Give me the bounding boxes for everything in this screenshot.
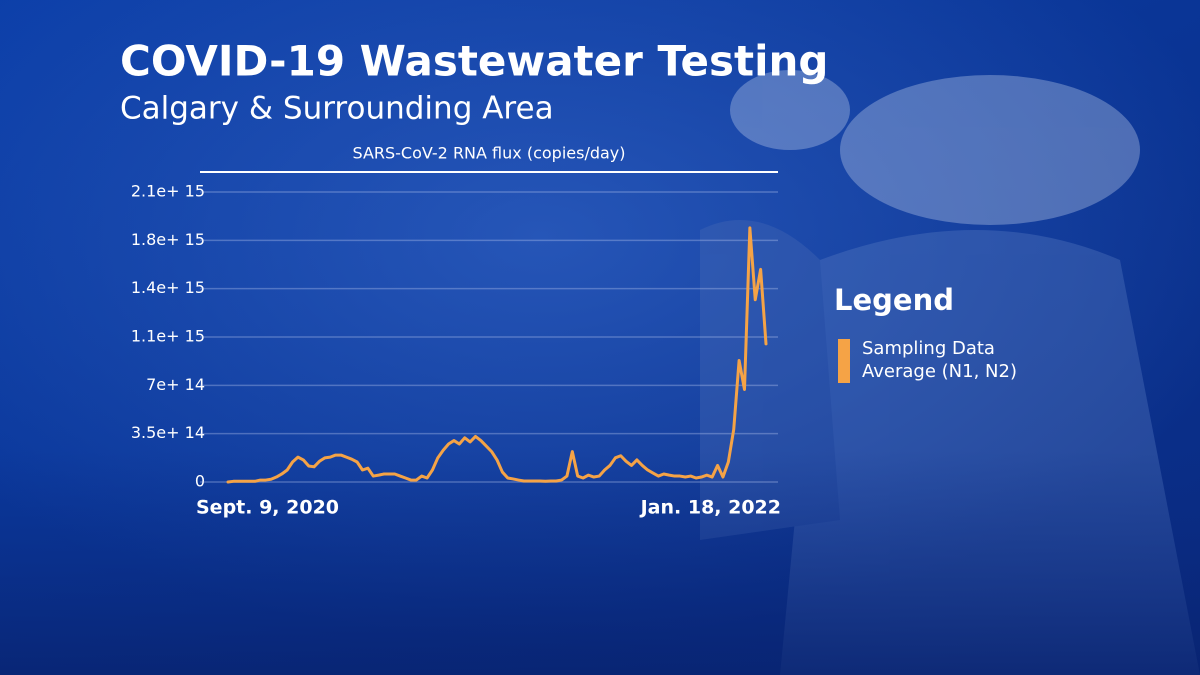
title: COVID-19 Wastewater Testing xyxy=(120,37,828,86)
subtitle: Calgary & Surrounding Area xyxy=(120,91,554,127)
legend: Legend Sampling Data Average (N1, N2) xyxy=(834,283,1074,383)
axis-title: SARS-CoV-2 RNA flux (copies/day) xyxy=(352,144,625,163)
legend-item: Sampling Data Average (N1, N2) xyxy=(834,337,1074,383)
y-tick-label: 2.1e+ 15 xyxy=(131,182,205,201)
y-tick-label: 7e+ 14 xyxy=(146,375,205,394)
y-tick-label: 1.8e+ 15 xyxy=(131,230,205,249)
y-tick-label: 3.5e+ 14 xyxy=(131,423,205,442)
x-tick-label: Jan. 18, 2022 xyxy=(639,497,781,519)
y-tick-label: 0 xyxy=(195,472,205,491)
legend-title: Legend xyxy=(834,283,954,317)
legend-swatch xyxy=(838,339,850,383)
y-tick-label: 1.1e+ 15 xyxy=(131,327,205,346)
data-line xyxy=(226,226,768,484)
y-tick-label: 1.4e+ 15 xyxy=(131,278,205,297)
background-fade xyxy=(0,450,1200,675)
legend-label: Sampling Data Average (N1, N2) xyxy=(862,338,1017,382)
x-tick-label: Sept. 9, 2020 xyxy=(196,497,339,519)
